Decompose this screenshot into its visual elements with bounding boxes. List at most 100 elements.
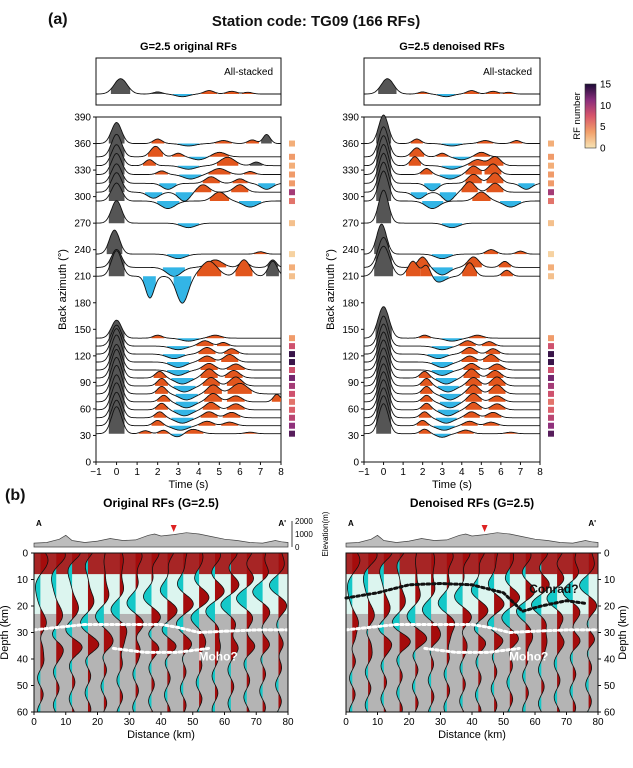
rf-count-marker-315 <box>548 180 554 187</box>
section-trace-negative <box>51 553 57 712</box>
section-trace-line <box>65 552 83 713</box>
rf-count-marker-77 <box>289 390 295 397</box>
section-xtick-label: 50 <box>498 717 510 728</box>
section-trace-line <box>110 552 128 713</box>
section-ytick-label: 50 <box>604 681 616 692</box>
rf-trace-220-line <box>96 248 282 277</box>
ytick-label: 300 <box>342 192 359 203</box>
section-trace-positive <box>352 553 360 712</box>
rf-trace-59-lobe-2 <box>202 402 220 410</box>
rf-count-marker-235 <box>548 251 554 258</box>
xtick-label: 4 <box>459 467 465 478</box>
rf-trace-95-lobe-2 <box>200 369 218 378</box>
xtick-label: −1 <box>90 467 102 478</box>
stacked-rf-line <box>364 78 540 98</box>
rf-count-marker-131 <box>548 343 554 350</box>
ytick-label: 330 <box>342 166 359 177</box>
section-xtick-label: 0 <box>343 717 349 728</box>
section-trace-line <box>159 552 178 712</box>
rf-trace-315-line <box>96 163 282 190</box>
rf-trace-50-line <box>364 387 540 424</box>
profile-end-label: A' <box>588 519 596 528</box>
topography-profile <box>345 532 599 548</box>
rf-gather-original: G=2.5 original RFsAll-stacked03060901201… <box>57 41 295 491</box>
section-trace-positive <box>135 553 144 712</box>
section-trace-positive <box>446 553 455 712</box>
section-trace-line <box>236 552 256 713</box>
section-ytick-label: 0 <box>604 549 610 560</box>
xtick-label: 2 <box>420 467 426 478</box>
rf-trace-235-lobe-0 <box>106 230 123 255</box>
section-trace-positive <box>246 553 255 712</box>
section-trace-negative <box>160 553 168 712</box>
rf-trace-68-line <box>364 371 540 409</box>
rf-trace-345-line <box>96 133 281 161</box>
ytick-label: 30 <box>80 431 92 442</box>
section-trace-negative <box>176 553 184 712</box>
section-trace-line <box>470 552 489 713</box>
rf-count-marker-32 <box>289 430 295 437</box>
moho-label: Moho? <box>198 649 237 663</box>
xtick-label: 3 <box>439 467 445 478</box>
section-ytick-label: 10 <box>17 575 29 586</box>
stack-frame <box>95 57 282 106</box>
rf-number-colorbar: 0 5 10 15 RF number <box>572 80 612 155</box>
stack-frame <box>363 57 541 106</box>
ytick-label: 150 <box>74 325 91 336</box>
rf-trace-235-line <box>96 229 281 260</box>
section-trace-negative <box>563 553 573 712</box>
plot-frame <box>363 116 541 463</box>
moho-line <box>32 623 290 635</box>
rf-trace-345-lobe-3 <box>473 152 490 157</box>
rf-trace-113-line <box>364 331 540 368</box>
section-trace-negative <box>579 553 589 712</box>
section-trace-line <box>421 552 441 713</box>
rf-count-marker-41 <box>548 422 554 429</box>
rf-trace-210-lobe-5 <box>427 276 449 283</box>
rf-count-marker-210 <box>548 273 554 280</box>
rf-count-marker-305 <box>548 189 554 196</box>
section-trace-negative <box>487 553 495 712</box>
rf-trace-270-line <box>364 189 540 229</box>
rf-trace-335-line <box>364 135 540 170</box>
colorbar-tick-label: 5 <box>600 122 606 133</box>
section-ytick-label: 20 <box>17 602 29 613</box>
section-ytick-label: 30 <box>604 628 616 639</box>
rf-count-marker-305 <box>289 189 295 196</box>
xtick-label: 8 <box>537 467 543 478</box>
section-trace-line <box>79 552 100 713</box>
section-trace-line <box>562 552 581 713</box>
section-trace-line <box>35 552 49 712</box>
rf-count-marker-86 <box>289 382 295 389</box>
rf-trace-41-line <box>364 395 540 431</box>
rf-trace-315-line <box>364 152 541 192</box>
rf-trace-210-line <box>96 250 282 304</box>
xtick-label: 6 <box>237 467 243 478</box>
panel-b-label: (b) <box>5 487 25 504</box>
section-y-axis-label: Depth (km) <box>0 605 11 659</box>
rf-trace-32-line <box>364 403 540 438</box>
rf-count-marker-113 <box>289 359 295 366</box>
section-xtick-label: 20 <box>403 717 415 728</box>
ytick-label: 330 <box>74 166 91 177</box>
section-trace-negative <box>65 553 73 712</box>
ytick-label: 300 <box>74 192 91 203</box>
rf-trace-50-line <box>96 391 281 424</box>
rf-trace-68-lobe-4 <box>271 394 281 402</box>
panel-a-label: (a) <box>48 11 68 28</box>
section-trace-line <box>220 552 240 713</box>
rf-trace-335-lobe-1 <box>408 156 421 166</box>
rf-trace-68-line <box>96 374 282 409</box>
rf-trace-210-lobe-5 <box>143 276 156 298</box>
stacked-rf-line <box>96 78 281 98</box>
rf-count-marker-345 <box>548 153 554 160</box>
section-trace-negative <box>516 553 526 712</box>
section-trace-negative <box>236 553 247 712</box>
section-trace-positive <box>572 553 580 712</box>
moho-line <box>344 623 600 635</box>
rf-trace-325-lobe-2 <box>465 166 482 175</box>
xtick-label: 3 <box>175 467 181 478</box>
colorbar-label: RF number <box>572 92 583 140</box>
rf-trace-77-line <box>364 363 540 401</box>
xtick-label: 8 <box>278 467 284 478</box>
